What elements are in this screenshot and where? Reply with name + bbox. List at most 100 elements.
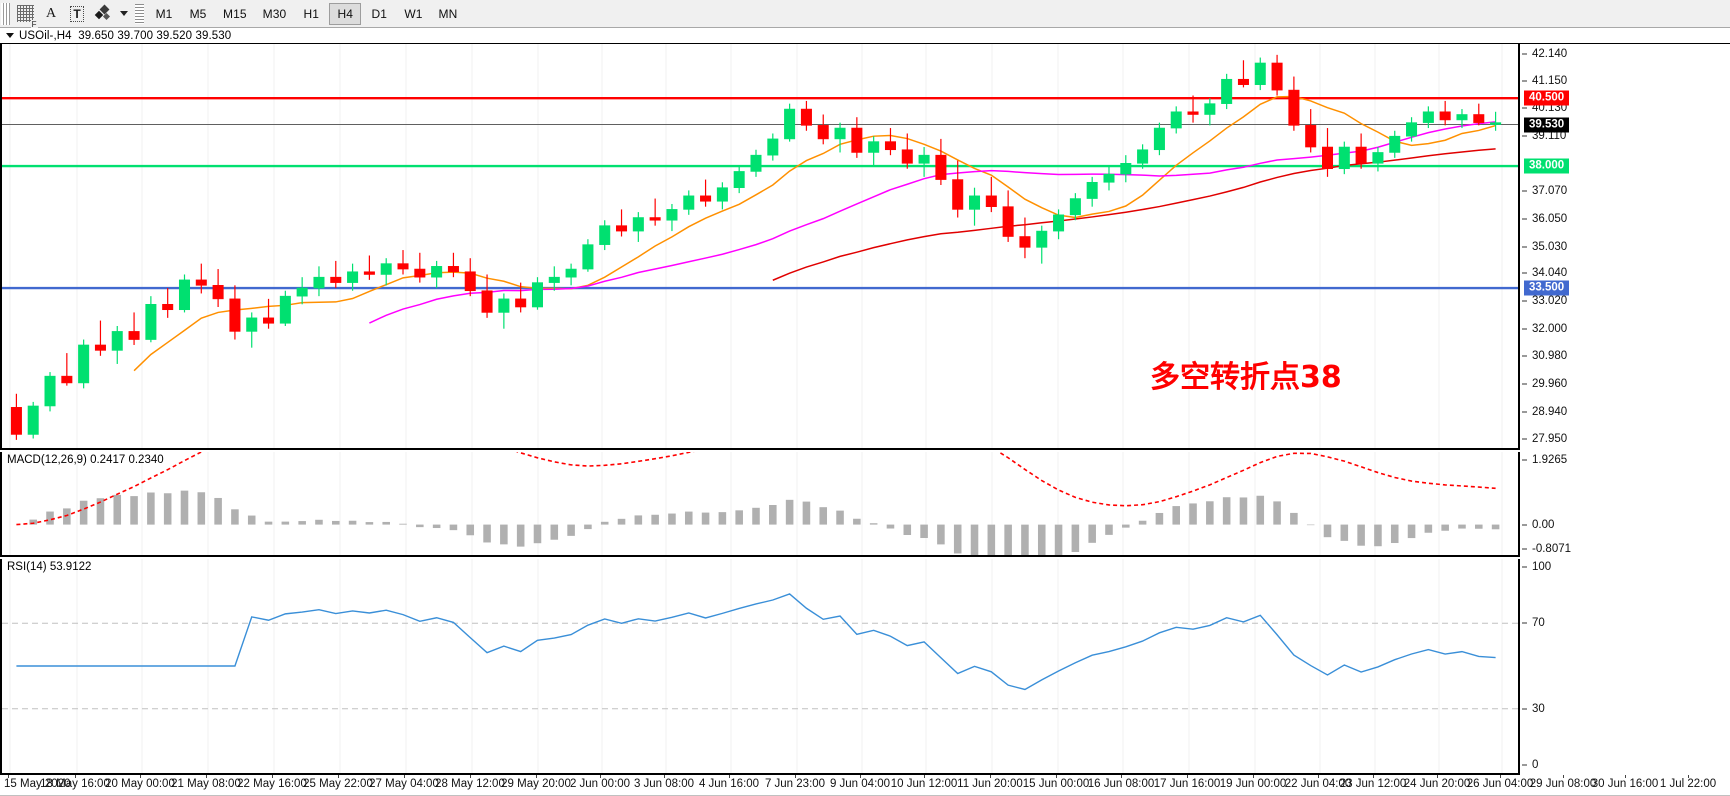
price-pane[interactable]: 多空转折点38 bbox=[0, 44, 1520, 450]
macd-axis[interactable]: 1.9265 0.00 -0.8071 bbox=[1520, 452, 1730, 557]
price-tick-32.000: 32.000 bbox=[1520, 323, 1567, 335]
price-axis[interactable]: 42.140 41.150 40.130 39.110 37.070 36.050 35.0… bbox=[1520, 44, 1730, 450]
symbol-quote-text: USOil-,H4 39.650 39.700 39.520 39.530 bbox=[19, 29, 232, 42]
time-tick-label: 9 Jun 04:00 bbox=[829, 778, 891, 790]
time-tick-mark bbox=[404, 775, 405, 778]
time-tick-label: 16 Jun 08:00 bbox=[1087, 778, 1155, 790]
time-tick-mark bbox=[860, 775, 861, 778]
rsi-title: RSI(14) 53.9122 bbox=[7, 561, 92, 573]
shapes-icon[interactable] bbox=[91, 2, 115, 26]
time-tick-label: 4 Jun 16:00 bbox=[698, 778, 760, 790]
time-tick-label: 15 Jun 00:00 bbox=[1022, 778, 1090, 790]
time-tick-label: 19 Jun 00:00 bbox=[1219, 778, 1287, 790]
time-tick-label: 28 May 12:00 bbox=[435, 778, 505, 790]
time-tick-label: 30 Jun 16:00 bbox=[1591, 778, 1659, 790]
time-tick-mark bbox=[1625, 775, 1626, 778]
price-tick-28.940: 28.940 bbox=[1520, 406, 1567, 418]
price-level-tag-38.000[interactable]: 38.000 bbox=[1524, 158, 1570, 174]
time-tick-label: 20 May 00:00 bbox=[105, 778, 175, 790]
macd-pane[interactable]: MACD(12,26,9) 0.2417 0.2340 bbox=[0, 452, 1520, 557]
time-tick-label: 15 May 2020 bbox=[4, 778, 71, 790]
time-tick-label: 26 Jun 04:00 bbox=[1466, 778, 1534, 790]
symbol-bar: USOil-,H4 39.650 39.700 39.520 39.530 bbox=[0, 28, 1730, 44]
time-tick-mark bbox=[1500, 775, 1501, 778]
time-tick-mark bbox=[1121, 775, 1122, 778]
time-tick-label: 11 Jun 20:00 bbox=[957, 778, 1023, 790]
time-tick-mark bbox=[990, 775, 991, 778]
timeframe-w1[interactable]: W1 bbox=[404, 6, 423, 21]
timeframe-m5[interactable]: M5 bbox=[189, 6, 207, 21]
time-tick-mark bbox=[1373, 775, 1374, 778]
price-level-tag-39.530[interactable]: 39.530 bbox=[1524, 117, 1570, 133]
time-tick-label: 18 May 16:00 bbox=[40, 778, 110, 790]
time-tick-mark bbox=[729, 775, 730, 778]
time-tick-label: 10 Jun 12:00 bbox=[890, 778, 958, 790]
price-tick-42.140: 42.140 bbox=[1520, 48, 1567, 60]
crosshair-icon[interactable] bbox=[13, 2, 38, 29]
timeframe-d1[interactable]: D1 bbox=[371, 6, 388, 21]
time-tick-mark bbox=[1688, 775, 1689, 778]
time-tick-label: 25 May 22:00 bbox=[303, 778, 373, 790]
time-tick-mark bbox=[1187, 775, 1188, 778]
time-axis[interactable]: 15 May 2020 18 May 16:00 20 May 00:00 21 Ma… bbox=[0, 775, 1730, 796]
time-tick-label: 2 Jun 00:00 bbox=[569, 778, 631, 790]
price-tick-39.110: 39.110 bbox=[1520, 130, 1566, 142]
time-tick-label: 3 Jun 08:00 bbox=[633, 778, 695, 790]
price-chart-svg bbox=[2, 44, 1518, 448]
timeframe-h1[interactable]: H1 bbox=[303, 6, 320, 21]
time-tick-label: 29 Jun 08:00 bbox=[1529, 778, 1597, 790]
time-tick-mark bbox=[600, 775, 601, 778]
time-tick-mark bbox=[8, 775, 9, 778]
time-tick-label: 23 Jun 12:00 bbox=[1339, 778, 1407, 790]
toolbar-grip-2[interactable] bbox=[135, 3, 144, 24]
price-tick-34.040: 34.040 bbox=[1520, 267, 1567, 279]
chart-annotation-text: 多空转折点38 bbox=[1150, 360, 1342, 395]
time-tick-mark bbox=[924, 775, 925, 778]
rsi-axis[interactable]: 100 70 30 0 bbox=[1520, 559, 1730, 775]
text-box-glyph: T bbox=[70, 5, 84, 22]
macd-tick--0.8071: -0.8071 bbox=[1520, 543, 1571, 555]
rsi-tick-0: 0 bbox=[1520, 759, 1538, 771]
price-tick-30.980: 30.980 bbox=[1520, 350, 1567, 362]
price-tick-33.020: 33.020 bbox=[1520, 295, 1567, 307]
time-tick-label: 22 Jun 04:00 bbox=[1284, 778, 1352, 790]
rsi-pane[interactable]: RSI(14) 53.9122 bbox=[0, 559, 1520, 775]
time-tick-mark bbox=[795, 775, 796, 778]
rsi-tick-100: 100 bbox=[1520, 561, 1551, 573]
rsi-tick-30: 30 bbox=[1520, 703, 1545, 715]
time-tick-mark bbox=[1056, 775, 1057, 778]
macd-chart-svg bbox=[9, 452, 1503, 555]
chart-area: 多空转折点38 42.140 41.150 40.130 39.110 37.070 36… bbox=[0, 44, 1730, 796]
timeframe-m1[interactable]: M1 bbox=[155, 6, 173, 21]
text-label-icon[interactable]: A bbox=[39, 2, 63, 26]
chevron-down-icon[interactable] bbox=[117, 2, 131, 26]
time-tick-label: 1 Jul 22:00 bbox=[1659, 778, 1717, 790]
text-label-glyph: A bbox=[45, 5, 57, 21]
time-tick-mark bbox=[1563, 775, 1564, 778]
text-box-icon[interactable]: T bbox=[65, 2, 89, 26]
timeframe-m15[interactable]: M15 bbox=[223, 6, 247, 21]
collapse-triangle-icon[interactable] bbox=[6, 33, 14, 38]
price-level-tag-33.500[interactable]: 33.500 bbox=[1524, 280, 1570, 296]
time-tick-mark bbox=[1437, 775, 1438, 778]
time-tick-mark bbox=[536, 775, 537, 778]
time-tick-mark bbox=[75, 775, 76, 778]
timeframe-m30[interactable]: M30 bbox=[262, 6, 287, 21]
time-tick-mark bbox=[470, 775, 471, 778]
price-level-tag-40.500[interactable]: 40.500 bbox=[1524, 90, 1570, 106]
time-tick-mark bbox=[1318, 775, 1319, 778]
time-tick-mark bbox=[664, 775, 665, 778]
time-tick-label: 27 May 04:00 bbox=[369, 778, 439, 790]
toolbar-grip[interactable] bbox=[1, 2, 10, 25]
time-tick-label: 7 Jun 23:00 bbox=[764, 778, 826, 790]
price-tick-27.950: 27.950 bbox=[1520, 433, 1567, 445]
timeframe-mn[interactable]: MN bbox=[438, 6, 458, 21]
time-tick-label: 17 Jun 16:00 bbox=[1153, 778, 1221, 790]
time-tick-mark bbox=[140, 775, 141, 778]
timeframe-h4[interactable]: H4 bbox=[329, 2, 362, 25]
price-tick-36.050: 36.050 bbox=[1520, 213, 1567, 225]
price-tick-29.960: 29.960 bbox=[1520, 378, 1567, 390]
time-tick-mark bbox=[338, 775, 339, 778]
time-tick-mark bbox=[272, 775, 273, 778]
time-tick-label: 22 May 16:00 bbox=[237, 778, 307, 790]
